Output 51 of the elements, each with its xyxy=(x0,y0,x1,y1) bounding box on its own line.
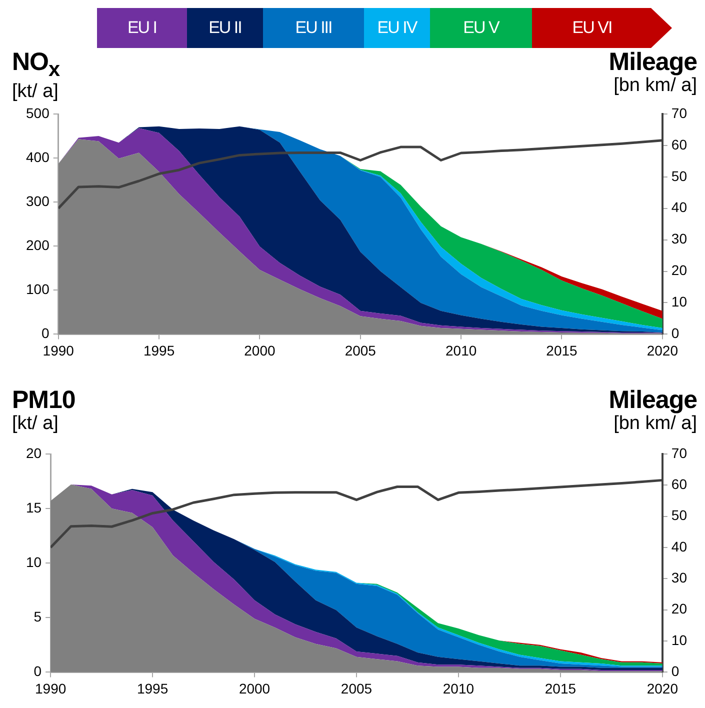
y2-tick-label: 30 xyxy=(671,570,688,586)
y2-tick-label: 60 xyxy=(671,476,688,492)
y2-tick-label: 20 xyxy=(671,600,688,617)
y2-tick-label: 10 xyxy=(671,632,688,648)
text: EU V xyxy=(430,8,532,48)
y2-axis-title: Mileage [bn km/ a] xyxy=(608,386,697,434)
x-tick-label: 2000 xyxy=(238,680,270,696)
y2-tick-label: 0 xyxy=(671,663,680,680)
y-tick-label: 200 xyxy=(26,236,50,253)
y-tick-label: 0 xyxy=(42,325,50,342)
y-tick-label: 100 xyxy=(26,281,50,298)
y-tick-label: 300 xyxy=(26,192,50,209)
y2-tick-label: 20 xyxy=(671,262,688,278)
x-tick-label: 2000 xyxy=(244,342,276,358)
text: EU IV xyxy=(364,8,430,48)
y-tick-label: 0 xyxy=(34,663,42,680)
x-tick-label: 2005 xyxy=(340,680,372,696)
text: EU I xyxy=(97,8,187,48)
text: EU III xyxy=(263,8,364,48)
y-axis-title: NO$_{x}$ [kt/ a] xyxy=(12,48,60,102)
y-tick-label: 400 xyxy=(26,148,50,165)
y2-tick-label: 10 xyxy=(671,294,688,310)
y-tick-label: 500 xyxy=(26,104,50,121)
x-tick-label: 2005 xyxy=(344,342,376,358)
y2-tick-label: 0 xyxy=(671,325,680,342)
text: EU VI xyxy=(532,8,672,48)
y-tick-label: 15 xyxy=(26,499,42,516)
y-axis-title: PM10 [kt/ a] xyxy=(12,386,76,434)
x-tick-label: 2020 xyxy=(646,680,678,696)
y2-tick-label: 50 xyxy=(671,168,688,184)
y2-tick-label: 70 xyxy=(671,104,688,121)
y2-tick-label: 70 xyxy=(671,444,688,461)
x-tick-label: 2010 xyxy=(445,342,477,358)
x-tick-label: 2015 xyxy=(544,680,576,696)
y-tick-label: 10 xyxy=(26,554,42,570)
y2-tick-label: 40 xyxy=(671,199,688,216)
text: EU II xyxy=(187,8,263,48)
x-tick-label: 2020 xyxy=(646,342,678,358)
y2-tick-label: 60 xyxy=(671,136,688,152)
y2-tick-label: 50 xyxy=(671,507,688,524)
x-tick-label: 2015 xyxy=(546,342,578,358)
x-tick-label: 1995 xyxy=(143,342,175,358)
y2-tick-label: 40 xyxy=(671,538,688,554)
x-tick-label: 2010 xyxy=(442,680,474,696)
y-tick-label: 5 xyxy=(34,608,42,625)
y2-tick-label: 30 xyxy=(671,230,688,247)
y2-axis-title: Mileage [bn km/ a] xyxy=(608,48,697,96)
y-tick-label: 20 xyxy=(26,444,42,461)
x-tick-label: 1995 xyxy=(136,680,168,696)
x-tick-label: 1990 xyxy=(34,680,66,696)
x-tick-label: 1990 xyxy=(42,342,74,358)
